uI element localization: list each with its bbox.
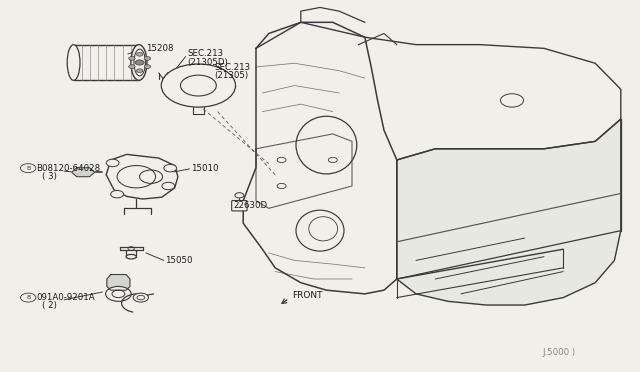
- Circle shape: [500, 94, 524, 107]
- Circle shape: [111, 190, 124, 198]
- Text: (21305): (21305): [214, 71, 248, 80]
- Circle shape: [136, 69, 143, 73]
- Polygon shape: [106, 154, 178, 199]
- Circle shape: [136, 52, 143, 56]
- Polygon shape: [107, 275, 130, 290]
- Text: B: B: [26, 295, 30, 300]
- Ellipse shape: [126, 254, 136, 259]
- Text: B08120-64028: B08120-64028: [36, 164, 100, 173]
- Text: ( 3): ( 3): [42, 172, 56, 181]
- Text: 22630D: 22630D: [234, 201, 268, 210]
- Circle shape: [144, 57, 150, 60]
- Text: J.5000 ): J.5000 ): [543, 348, 576, 357]
- Circle shape: [235, 193, 244, 198]
- Text: FRONT: FRONT: [292, 291, 323, 300]
- Ellipse shape: [131, 45, 147, 80]
- Circle shape: [328, 157, 337, 163]
- Text: B: B: [26, 166, 30, 171]
- Text: 15010: 15010: [191, 164, 218, 173]
- Ellipse shape: [134, 49, 145, 76]
- Text: 091A0-9201A: 091A0-9201A: [36, 293, 95, 302]
- Polygon shape: [397, 119, 621, 305]
- Circle shape: [162, 182, 175, 190]
- Text: 15050: 15050: [165, 256, 193, 265]
- Circle shape: [277, 157, 286, 163]
- Text: 15208: 15208: [146, 44, 173, 53]
- Circle shape: [129, 57, 135, 60]
- Circle shape: [135, 60, 144, 65]
- Text: ( 2): ( 2): [42, 301, 56, 310]
- Polygon shape: [72, 168, 95, 177]
- Ellipse shape: [67, 45, 80, 80]
- Circle shape: [144, 65, 150, 68]
- Circle shape: [277, 183, 286, 189]
- Text: SEC.213: SEC.213: [187, 49, 223, 58]
- Circle shape: [164, 164, 177, 172]
- Circle shape: [106, 159, 119, 167]
- FancyBboxPatch shape: [232, 201, 247, 211]
- Circle shape: [133, 293, 148, 302]
- Circle shape: [161, 64, 236, 107]
- Text: (21305D): (21305D): [187, 58, 228, 67]
- Circle shape: [106, 286, 131, 301]
- Polygon shape: [243, 22, 397, 294]
- Text: SEC.213: SEC.213: [214, 63, 250, 72]
- Circle shape: [129, 65, 135, 68]
